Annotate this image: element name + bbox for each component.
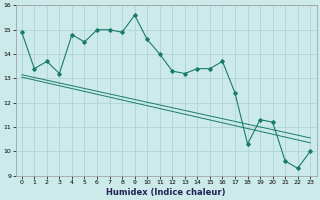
X-axis label: Humidex (Indice chaleur): Humidex (Indice chaleur) (106, 188, 226, 197)
